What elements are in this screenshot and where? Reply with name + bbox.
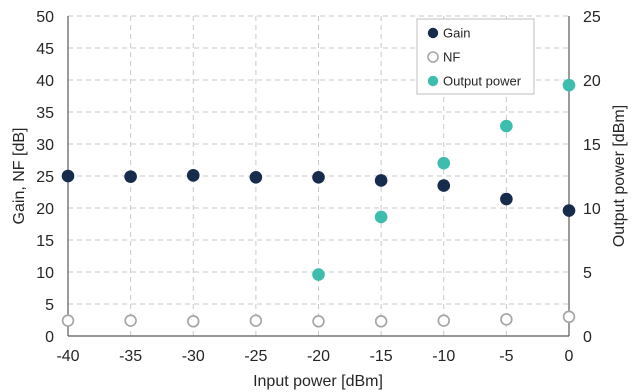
y-left-tick-label: 0	[45, 329, 54, 346]
x-tick-label: -35	[119, 348, 142, 365]
point-gain	[312, 170, 325, 184]
point-gain	[186, 169, 200, 182]
legend-label-nf: NF	[443, 50, 460, 65]
point-gain	[61, 169, 75, 183]
point-nf	[500, 313, 513, 326]
x-tick-label: -30	[182, 348, 205, 365]
y-right-tick-label: 25	[583, 9, 601, 26]
x-tick-label: -20	[307, 348, 330, 365]
point-nf	[249, 314, 263, 327]
x-tick-label: -25	[244, 348, 267, 365]
y-left-tick-label: 15	[36, 233, 54, 250]
point-nf	[562, 310, 576, 324]
legend-marker-output-power	[427, 75, 439, 87]
point-nf	[374, 315, 388, 328]
point-nf	[61, 314, 75, 327]
y-left-tick-label: 35	[36, 105, 54, 122]
y-axis-right-title: Output power [dBm]	[611, 105, 628, 247]
y-left-tick-label: 25	[36, 169, 54, 186]
point-nf	[312, 315, 325, 328]
point-output-power	[374, 210, 388, 224]
y-left-tick-label: 5	[45, 297, 54, 314]
y-right-tick-label: 15	[583, 137, 601, 154]
point-output-power	[562, 78, 576, 92]
legend-marker-nf	[427, 51, 439, 63]
x-axis-title: Input power [dBm]	[253, 373, 383, 390]
point-nf	[124, 314, 137, 327]
y-left-tick-label: 50	[36, 9, 54, 26]
legend-marker-gain	[427, 27, 439, 39]
y-axis-left-title: Gain, NF [dB]	[11, 128, 28, 225]
legend-label-gain: Gain	[443, 26, 470, 41]
y-right-tick-label: 10	[583, 201, 601, 218]
point-gain	[437, 179, 451, 192]
point-output-power	[312, 268, 325, 281]
y-left-tick-label: 30	[36, 137, 54, 154]
point-output-power	[437, 156, 451, 170]
x-tick-label: -15	[370, 348, 393, 365]
point-gain	[562, 204, 576, 217]
y-left-tick-label: 45	[36, 41, 54, 58]
x-tick-label: -10	[432, 348, 455, 365]
point-output-power	[500, 119, 513, 133]
point-gain	[374, 174, 388, 187]
y-right-tick-label: 0	[583, 329, 592, 346]
point-gain	[500, 192, 513, 206]
tick-labels: -40 -35 -30 -25 -20 -15 -10 -5 00510152025303540…	[36, 9, 601, 365]
y-right-tick-label: 20	[583, 73, 601, 90]
legend-label-output-power: Output power	[443, 74, 522, 89]
point-gain	[249, 170, 263, 184]
x-tick-label: -5	[499, 348, 513, 365]
point-nf	[437, 314, 451, 327]
x-tick-label: 0	[565, 348, 574, 365]
legend: Gain NF Output power	[416, 18, 535, 95]
point-gain	[124, 170, 137, 183]
y-left-tick-label: 40	[36, 73, 54, 90]
y-left-tick-label: 20	[36, 201, 54, 218]
y-left-tick-label: 10	[36, 265, 54, 282]
y-right-tick-label: 5	[583, 265, 592, 282]
point-nf	[187, 315, 200, 328]
x-tick-label: -40	[56, 348, 79, 365]
data-points	[61, 78, 576, 328]
